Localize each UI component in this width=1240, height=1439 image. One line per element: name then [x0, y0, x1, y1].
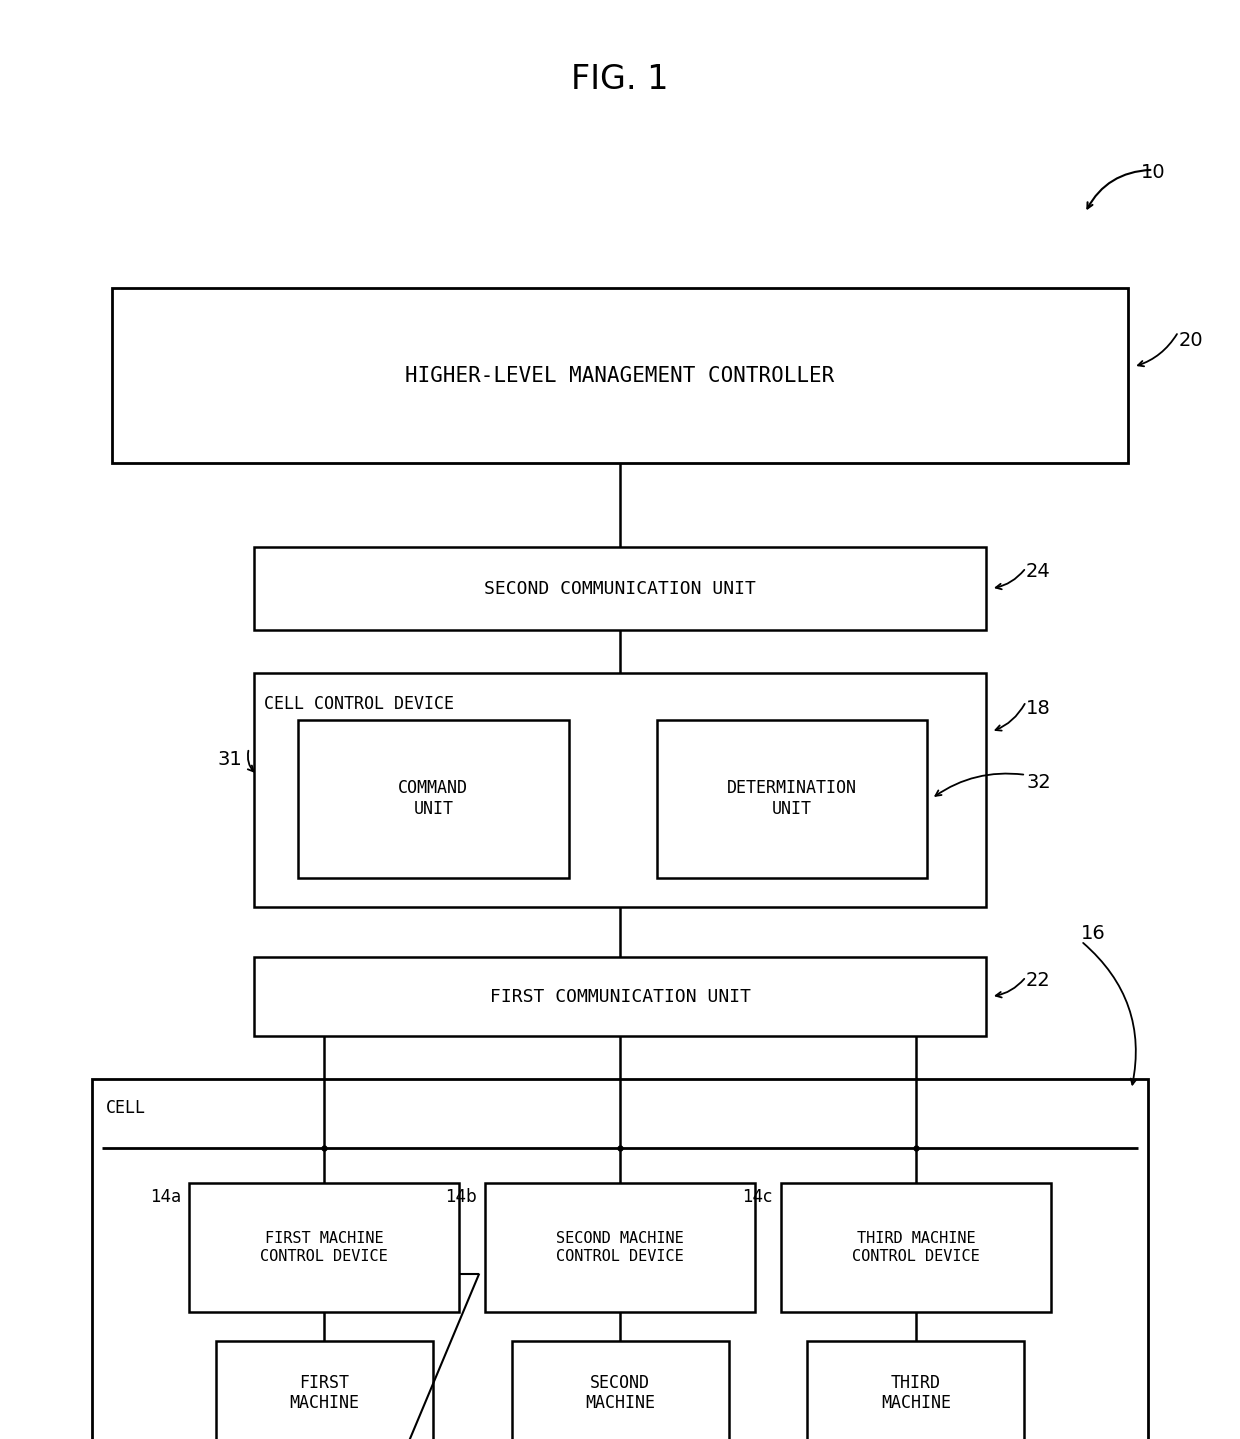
Bar — [188, 1183, 459, 1312]
Bar — [807, 1341, 1024, 1439]
Text: FIRST MACHINE
CONTROL DEVICE: FIRST MACHINE CONTROL DEVICE — [260, 1232, 388, 1263]
Text: FIRST
MACHINE: FIRST MACHINE — [289, 1374, 360, 1412]
Text: SECOND
MACHINE: SECOND MACHINE — [585, 1374, 655, 1412]
Text: CELL: CELL — [105, 1099, 145, 1117]
Bar — [254, 547, 986, 630]
Text: FIRST COMMUNICATION UNIT: FIRST COMMUNICATION UNIT — [490, 987, 750, 1006]
Text: COMMAND
UNIT: COMMAND UNIT — [398, 780, 469, 817]
Text: 24: 24 — [1025, 563, 1050, 581]
Bar — [216, 1341, 433, 1439]
Text: 18: 18 — [1025, 699, 1050, 718]
Text: FIG. 1: FIG. 1 — [572, 63, 668, 95]
Text: 14a: 14a — [150, 1187, 181, 1206]
Text: THIRD
MACHINE: THIRD MACHINE — [880, 1374, 951, 1412]
Bar — [298, 720, 569, 878]
Text: 16: 16 — [1081, 924, 1106, 943]
Text: 10: 10 — [1141, 163, 1166, 183]
Bar — [512, 1341, 729, 1439]
Text: THIRD MACHINE
CONTROL DEVICE: THIRD MACHINE CONTROL DEVICE — [852, 1232, 980, 1263]
Text: 31: 31 — [217, 750, 242, 768]
Text: CELL CONTROL DEVICE: CELL CONTROL DEVICE — [264, 695, 454, 714]
Text: 14b: 14b — [445, 1187, 477, 1206]
Text: 22: 22 — [1025, 971, 1050, 990]
Bar — [485, 1183, 755, 1312]
Bar — [254, 673, 986, 907]
Text: SECOND COMMUNICATION UNIT: SECOND COMMUNICATION UNIT — [484, 580, 756, 597]
Text: 32: 32 — [1025, 773, 1050, 793]
Bar — [254, 957, 986, 1036]
Text: 14c: 14c — [743, 1187, 773, 1206]
Text: DETERMINATION
UNIT: DETERMINATION UNIT — [727, 780, 857, 817]
Bar — [92, 1079, 1148, 1439]
Bar — [781, 1183, 1052, 1312]
Text: 20: 20 — [1178, 331, 1203, 350]
Bar — [657, 720, 928, 878]
Text: SECOND MACHINE
CONTROL DEVICE: SECOND MACHINE CONTROL DEVICE — [556, 1232, 684, 1263]
Text: HIGHER-LEVEL MANAGEMENT CONTROLLER: HIGHER-LEVEL MANAGEMENT CONTROLLER — [405, 366, 835, 386]
Bar — [112, 288, 1128, 463]
